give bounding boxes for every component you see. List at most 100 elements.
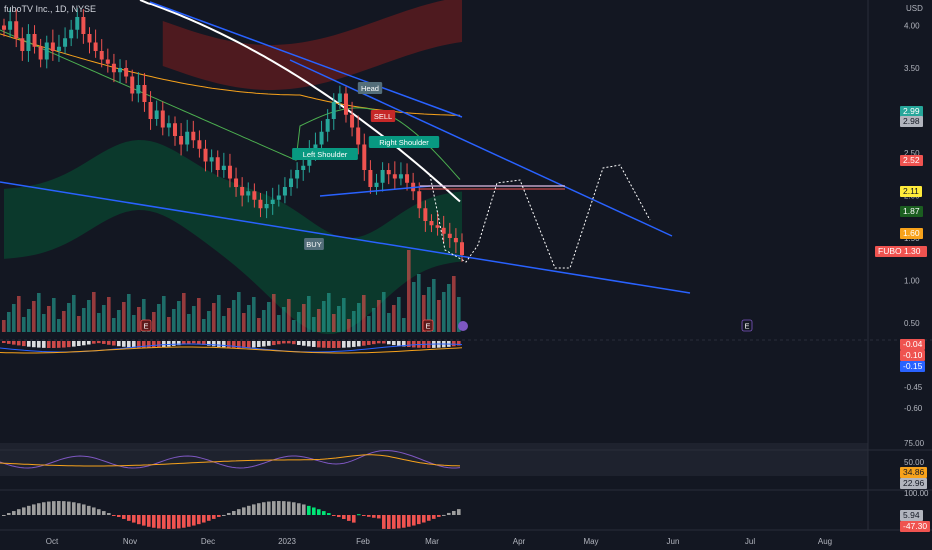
macd-bar [12, 341, 16, 345]
oscillator-bar [237, 509, 241, 515]
candle-body [197, 140, 202, 149]
macd-bar [162, 341, 166, 348]
last-price-badge: FUBO 1.30 [875, 246, 927, 257]
volume-bar [242, 313, 246, 332]
oscillator-bar [62, 501, 66, 515]
macd-bar [57, 341, 61, 348]
volume-bar [447, 284, 451, 332]
oscillator-bar [127, 515, 131, 521]
volume-bar [177, 301, 181, 332]
macd-bar [182, 341, 186, 345]
macd-bar [62, 341, 66, 348]
macd-bar [377, 341, 381, 344]
x-tick-label: Apr [513, 537, 526, 546]
macd-bar [372, 341, 376, 345]
oscillator-bar [442, 514, 446, 516]
oscillator-bar [432, 515, 436, 519]
rsi-value-badge: 22.96 [900, 478, 928, 489]
volume-bar [347, 319, 351, 332]
oscillator-bar [287, 501, 291, 515]
oscillator-bar [267, 501, 271, 515]
oscillator-bar [457, 509, 461, 515]
oscillator-bar [87, 505, 91, 515]
candle-body [105, 59, 110, 64]
macd-bar [7, 341, 11, 344]
macd-bar [82, 341, 86, 346]
rsi-ma-line [0, 454, 461, 467]
candle-body [63, 38, 68, 47]
volume-bar [47, 306, 51, 332]
volume-bar [342, 298, 346, 332]
macd-bar [242, 341, 246, 348]
price-badge: 1.87 [900, 206, 923, 217]
macd-bar [112, 341, 116, 346]
price-badge: 2.52 [900, 155, 923, 166]
neckline [319, 185, 431, 197]
oscillator-bar [12, 511, 16, 515]
macd-value-badge: -0.10 [900, 350, 926, 361]
oscillator-bar [292, 502, 296, 515]
candle-body [160, 110, 165, 128]
rsi-band [0, 443, 868, 476]
macd-bar [362, 341, 366, 346]
macd-bar [367, 341, 371, 345]
oscillator-bar [182, 515, 186, 528]
macd-bar [287, 341, 291, 344]
oscillator-bar [372, 515, 376, 518]
candle-body [240, 187, 245, 196]
oscillator-bar [142, 515, 146, 526]
lower-cloud [4, 140, 462, 335]
macd-bar [282, 341, 286, 344]
volume-bar [422, 295, 426, 332]
candle-body [227, 165, 232, 179]
oscillator-bar [52, 501, 56, 515]
candle-body [337, 93, 342, 102]
oscillator-bar [212, 515, 216, 519]
oscillator-bar [177, 515, 181, 529]
macd-bar [272, 341, 276, 346]
oscillator-bar [97, 509, 101, 515]
rsi-line [0, 450, 461, 469]
candle-body [118, 68, 123, 73]
x-tick-label: Jul [745, 537, 755, 546]
oscillator-bar [437, 515, 441, 517]
macd-bar [97, 341, 101, 344]
oscillator-bar [152, 515, 156, 528]
volume-bar [97, 313, 101, 332]
volume-bar [252, 297, 256, 332]
volume-bar [52, 298, 56, 332]
volume-bar [62, 311, 66, 332]
y-tick-label: 2.50 [904, 149, 920, 158]
oscillator-bar [217, 515, 221, 517]
y-tick-label: 3.50 [904, 64, 920, 73]
macd-bar [47, 341, 51, 348]
head-label: Head [361, 84, 379, 93]
macd-bar [197, 341, 201, 345]
macd-bar [247, 341, 251, 348]
oscillator-bar [297, 503, 301, 515]
macd-bar [212, 341, 216, 347]
volume-bar [287, 299, 291, 332]
macd-bar [37, 341, 41, 348]
volume-bar [387, 313, 391, 332]
candle-body [258, 199, 263, 209]
volume-bar [187, 314, 191, 332]
candle-body [460, 242, 464, 255]
oscillator-bar [377, 515, 381, 519]
oscillator-bar [357, 514, 361, 516]
macd-bar [142, 341, 146, 348]
volume-bar [367, 316, 371, 332]
oscillator-bar [282, 501, 286, 515]
candle-body [350, 114, 355, 128]
macd-bar [337, 341, 341, 348]
macd-bar [292, 341, 296, 345]
macd-bar [32, 341, 36, 348]
macd-bar [67, 341, 71, 348]
macd-bar [207, 341, 211, 346]
rsi-tick: 75.00 [904, 439, 925, 448]
osc-tick: 100.00 [904, 489, 929, 498]
macd-bar [317, 341, 321, 348]
macd-bar [152, 341, 156, 348]
volume-bar [352, 311, 356, 332]
